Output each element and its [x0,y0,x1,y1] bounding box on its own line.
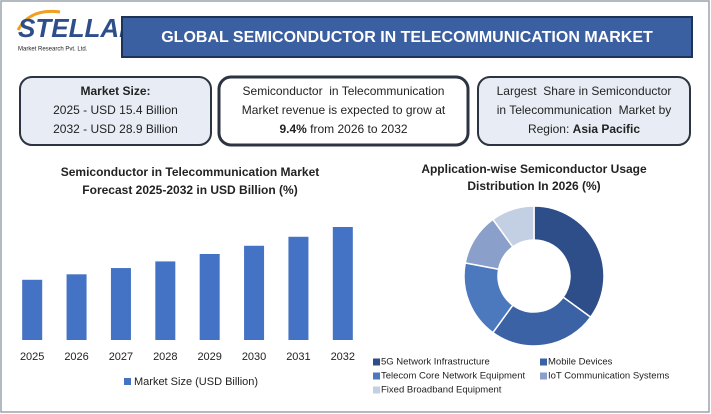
legend-swatch [373,358,380,366]
bar [66,274,87,340]
info-box [19,76,212,146]
info-text: Semiconductor in Telecommunication [243,84,445,98]
info-text: 2032 - USD 28.9 Billion [53,122,178,136]
x-tick-label: 2026 [64,351,88,363]
info-text-part: Market Size: [80,84,150,98]
info-box [477,76,691,146]
info-text: Market revenue is expected to grow at [242,103,446,117]
info-text-part: 9.4% [279,122,307,136]
donut-slice [491,205,535,248]
info-text-part: 2032 - USD 28.9 Billion [53,122,178,136]
info-text-part: Asia Pacific [573,122,641,136]
page-title: GLOBAL SEMICONDUCTOR IN TELECOMMUNICATIO… [161,29,653,46]
chart-title: Distribution In 2026 (%) [467,179,600,193]
legend-label: Mobile Devices [548,357,613,368]
info-text-part: 2025 - USD 15.4 Billion [53,103,178,117]
info-box [217,75,470,147]
info-text-part: Semiconductor in Telecommunication [243,84,445,98]
info-text: 2025 - USD 15.4 Billion [53,103,178,117]
legend-swatch [540,358,547,366]
legend-label: Market Size (USD Billion) [134,376,258,388]
legend-label: IoT Communication Systems [548,371,670,382]
donut-slice [533,205,605,319]
info-text-part: Market revenue is expected to grow at [242,103,446,117]
legend-label: Telecom Core Network Equipment [381,371,526,382]
bar [110,268,131,340]
legend-swatch [373,386,380,394]
info-text: Market Size: [80,84,150,98]
logo-swoosh [16,9,61,31]
x-tick-label: 2029 [197,351,221,363]
info-text: 9.4% from 2026 to 2032 [279,122,407,136]
bar [199,253,220,340]
x-tick-label: 2030 [242,351,266,363]
bar [155,261,176,340]
legend-swatch [124,378,131,385]
bar [22,279,43,340]
x-tick-label: 2025 [20,351,44,363]
info-text: in Telecommunication Market by [497,103,672,117]
x-tick-label: 2032 [331,351,355,363]
info-text-part: in Telecommunication Market by [497,103,672,117]
bar [288,236,309,340]
info-text-part: Largest Share in Semiconductor [497,84,672,98]
logo: STELLAR [18,13,138,43]
info-text: Region: Asia Pacific [528,122,640,136]
legend-swatch [540,372,547,380]
bar [244,245,265,340]
logo-sub: Market Research Pvt. Ltd. [18,47,88,53]
legend-swatch [373,372,380,380]
legend-label: Fixed Broadband Equipment [381,385,502,396]
legend-label: 5G Network Infrastructure [381,357,490,368]
info-text-part: from 2026 to 2032 [307,122,408,136]
chart-title: Application-wise Semiconductor Usage [421,162,647,176]
info-text: Largest Share in Semiconductor [497,84,672,98]
bar [332,227,353,340]
info-text-part: Region: [528,122,573,136]
chart-title: Semiconductor in Telecommunication Marke… [61,165,320,179]
x-tick-label: 2027 [109,351,133,363]
title-banner [121,16,693,58]
x-tick-label: 2031 [286,351,310,363]
chart-title: Forecast 2025-2032 in USD Billion (%) [82,183,297,197]
x-tick-label: 2028 [153,351,177,363]
